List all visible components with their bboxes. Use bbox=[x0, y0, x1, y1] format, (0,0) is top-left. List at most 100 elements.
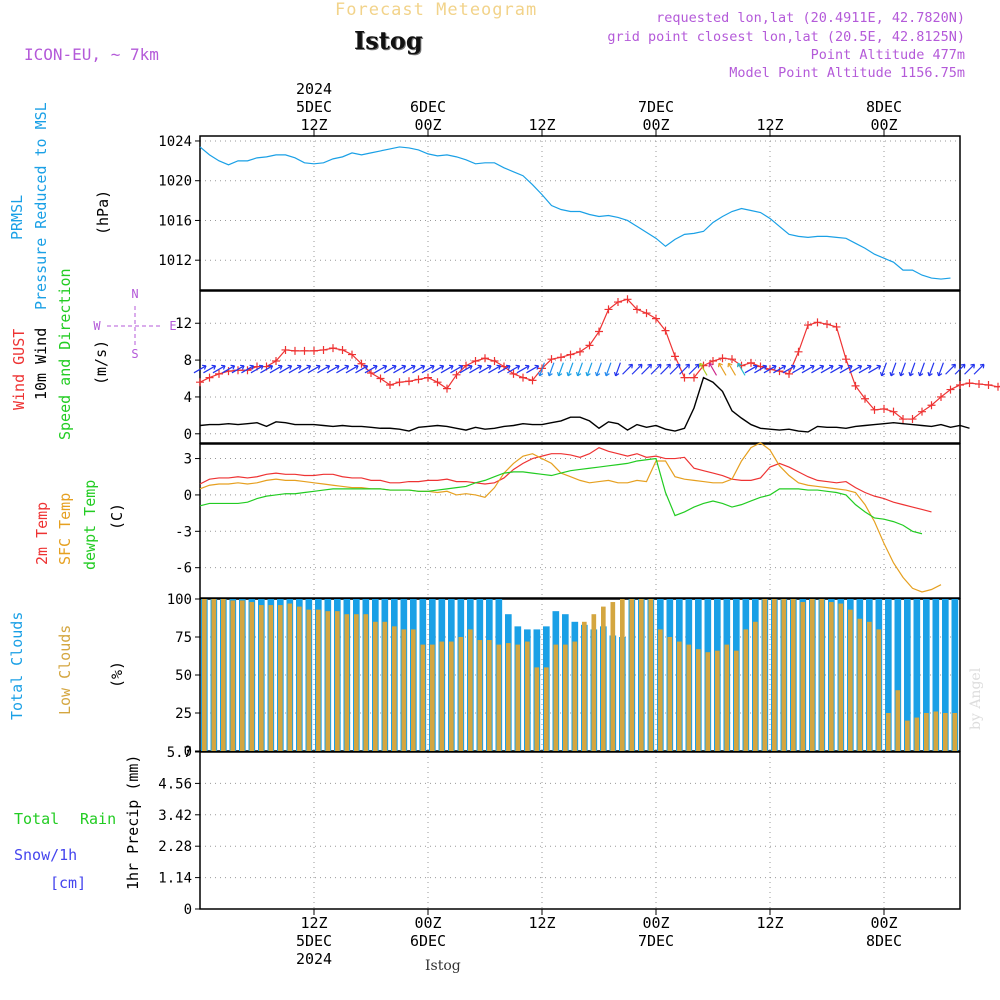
wind-arrow-head bbox=[449, 364, 454, 370]
wind-direction-arrow bbox=[890, 362, 897, 377]
low-cloud-bar bbox=[781, 599, 787, 751]
low-cloud-bar bbox=[867, 621, 872, 751]
gust-marker bbox=[329, 344, 337, 353]
low-cloud-bar bbox=[629, 599, 635, 751]
wind-direction-arrow bbox=[402, 365, 416, 374]
cloud-title-group: Low Clouds bbox=[56, 625, 74, 715]
bottom-time-label: 12Z bbox=[528, 914, 555, 932]
gust-marker bbox=[291, 346, 299, 355]
low-cloud-bar bbox=[743, 629, 749, 751]
low-cloud-bar bbox=[525, 641, 530, 751]
low-cloud-bar bbox=[895, 690, 901, 751]
gust-marker bbox=[661, 326, 670, 335]
wind-direction-arrow bbox=[881, 362, 887, 377]
top-time-label: 6DEC bbox=[410, 98, 446, 116]
wind-arrow-head bbox=[306, 364, 312, 370]
bottom-time-label: 00Z bbox=[642, 914, 669, 932]
wind-direction-arrow bbox=[773, 365, 786, 374]
gust-marker bbox=[566, 350, 575, 359]
y-tick-label: 0 bbox=[184, 902, 192, 918]
low-cloud-bar bbox=[306, 609, 312, 751]
precip-ylabel: 1hr Precip (mm) bbox=[124, 755, 142, 890]
wind-direction-arrow bbox=[718, 362, 727, 376]
wind-direction-arrow bbox=[497, 365, 511, 374]
footer-location: Istog bbox=[425, 958, 461, 974]
low-cloud-bar bbox=[468, 629, 473, 751]
wind-arrow-head bbox=[867, 364, 872, 370]
wind-direction-arrow bbox=[459, 365, 473, 374]
wind-direction-arrow bbox=[478, 365, 492, 374]
top-time-label: 00Z bbox=[870, 116, 897, 134]
wind-direction-arrow bbox=[298, 365, 311, 374]
wind-arrow-head bbox=[468, 364, 473, 370]
wind-arrow-head bbox=[656, 363, 662, 369]
low-cloud-bar bbox=[553, 644, 559, 751]
wind-direction-arrow bbox=[928, 362, 935, 377]
wind-arrow-head bbox=[439, 364, 445, 370]
cloud-ylabel-group: (%) bbox=[108, 661, 126, 688]
wind-arrow-head bbox=[613, 371, 620, 377]
gust-marker bbox=[813, 318, 822, 327]
gust-marker bbox=[376, 374, 385, 383]
wind-direction-arrow bbox=[212, 365, 226, 374]
low-cloud-bar bbox=[354, 614, 359, 751]
wind-arrow-head bbox=[585, 371, 591, 377]
low-cloud-bar bbox=[563, 644, 568, 751]
wind-direction-arrow bbox=[679, 363, 690, 375]
wind-arrow-head bbox=[951, 363, 957, 369]
gust-marker bbox=[642, 309, 651, 318]
wind-direction-arrow bbox=[699, 362, 708, 376]
low-cloud-bar bbox=[240, 600, 245, 751]
wind-arrow-head bbox=[420, 364, 426, 370]
wind-arrow-head bbox=[889, 371, 895, 377]
y-tick-label: 3 bbox=[184, 452, 192, 468]
wind-arrow-head bbox=[917, 371, 924, 377]
gust-marker bbox=[338, 345, 347, 354]
wind-arrow-head bbox=[838, 364, 844, 370]
pressure-title-line1: PRMSL bbox=[8, 195, 26, 240]
gust-marker bbox=[614, 298, 622, 307]
gust-marker bbox=[481, 354, 489, 363]
wind-arrow-head bbox=[401, 364, 407, 370]
wind-arrow-head bbox=[800, 364, 806, 370]
y-tick-label: 1012 bbox=[158, 253, 192, 269]
wind-direction-arrow bbox=[868, 365, 881, 374]
gust-marker bbox=[975, 380, 983, 389]
wind-arrow-head bbox=[810, 364, 815, 370]
low-cloud-bar bbox=[373, 621, 378, 751]
panel-frame bbox=[199, 135, 961, 291]
precip-title-unit: [cm] bbox=[50, 874, 86, 892]
low-cloud-bar bbox=[724, 644, 730, 751]
low-cloud-bar bbox=[734, 650, 739, 751]
wind-arrow-head bbox=[594, 371, 601, 377]
low-cloud-bar bbox=[914, 717, 920, 751]
low-cloud-bar bbox=[515, 644, 521, 751]
wind-title-1: 10m Wind bbox=[32, 328, 50, 400]
low-cloud-bar bbox=[658, 629, 663, 751]
wind-direction-arrow bbox=[631, 363, 643, 375]
wind-arrow-head bbox=[202, 364, 207, 370]
gust-marker bbox=[690, 373, 698, 382]
bottom-time-label: 5DEC bbox=[296, 932, 332, 950]
bottom-time-label: 00Z bbox=[870, 914, 897, 932]
gust-marker bbox=[946, 385, 955, 394]
gust-marker bbox=[547, 355, 556, 364]
wind-direction-arrow bbox=[421, 365, 435, 374]
y-tick-label: 1.14 bbox=[158, 871, 192, 887]
gust-marker bbox=[585, 341, 594, 350]
gust-marker bbox=[899, 415, 907, 424]
low-cloud-bar bbox=[705, 652, 711, 751]
wind-arrow-head bbox=[753, 364, 758, 370]
wind-ylabel: (m/s) bbox=[92, 340, 110, 385]
gust-marker bbox=[652, 314, 660, 323]
y-tick-label: 12 bbox=[175, 316, 192, 332]
wind-direction-arrow bbox=[669, 363, 681, 375]
y-tick-label: 1024 bbox=[158, 134, 192, 150]
gust-marker bbox=[433, 378, 442, 387]
wind-arrow-head bbox=[781, 364, 787, 370]
y-tick-label: 1020 bbox=[158, 174, 192, 190]
wind-arrow-head bbox=[221, 364, 226, 370]
gust-marker bbox=[804, 321, 812, 330]
wind-arrow-head bbox=[411, 364, 416, 370]
gust-marker bbox=[832, 322, 841, 331]
